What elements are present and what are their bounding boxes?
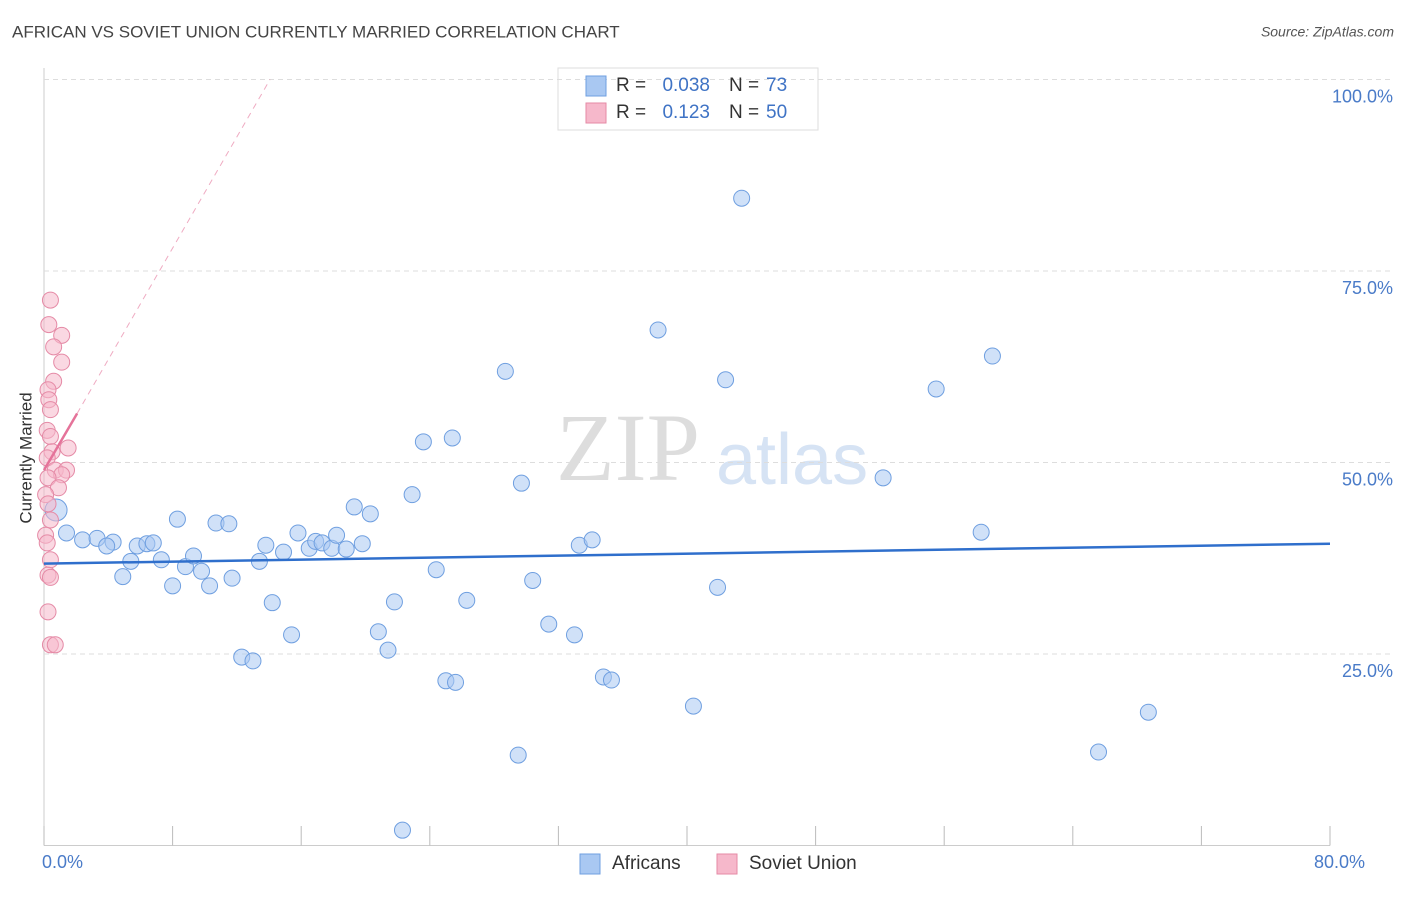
point bbox=[403, 486, 421, 504]
watermark: ZIP bbox=[556, 394, 700, 501]
point bbox=[201, 577, 219, 595]
x-tick-label: 0.0% bbox=[42, 852, 83, 872]
point bbox=[41, 291, 59, 309]
point bbox=[41, 568, 59, 586]
point bbox=[369, 623, 387, 641]
point bbox=[524, 571, 542, 589]
point bbox=[193, 562, 211, 580]
point bbox=[168, 510, 186, 528]
point bbox=[512, 474, 530, 492]
y-tick-label: 75.0% bbox=[1342, 278, 1393, 298]
point bbox=[38, 534, 56, 552]
point bbox=[709, 578, 727, 596]
point bbox=[345, 498, 363, 516]
point bbox=[447, 673, 465, 691]
y-tick-label: 100.0% bbox=[1332, 86, 1393, 106]
point bbox=[874, 469, 892, 487]
y-tick-label: 50.0% bbox=[1342, 469, 1393, 489]
point bbox=[152, 551, 170, 569]
point bbox=[427, 561, 445, 579]
legend-n-label: N = bbox=[729, 75, 759, 96]
point bbox=[328, 526, 346, 544]
x-tick-label: 80.0% bbox=[1314, 852, 1365, 872]
point bbox=[353, 535, 371, 553]
point bbox=[1139, 703, 1157, 721]
point bbox=[46, 636, 64, 654]
point bbox=[244, 652, 262, 670]
point bbox=[496, 362, 514, 380]
point bbox=[53, 326, 71, 344]
point bbox=[144, 534, 162, 552]
point bbox=[39, 603, 57, 621]
point bbox=[257, 536, 275, 554]
legend-r-label: R = bbox=[616, 102, 646, 123]
legend-n-value: 73 bbox=[766, 75, 787, 96]
point bbox=[379, 641, 397, 659]
y-axis-label: Currently Married bbox=[16, 392, 35, 523]
legend-n-label: N = bbox=[729, 102, 759, 123]
point bbox=[74, 531, 92, 549]
point bbox=[337, 540, 355, 558]
point bbox=[927, 380, 945, 398]
point bbox=[1090, 743, 1108, 761]
legend-n-value: 50 bbox=[766, 102, 787, 123]
legend-swatch bbox=[585, 75, 607, 97]
source: Source: ZipAtlas.com bbox=[1261, 24, 1394, 40]
point bbox=[649, 321, 667, 339]
point bbox=[393, 821, 411, 839]
point bbox=[164, 577, 182, 595]
point bbox=[275, 543, 293, 561]
point bbox=[59, 439, 77, 457]
point bbox=[223, 569, 241, 587]
point bbox=[98, 537, 116, 555]
trend-line bbox=[43, 542, 1331, 565]
point bbox=[972, 523, 990, 541]
point bbox=[41, 401, 59, 419]
point bbox=[45, 338, 63, 356]
point bbox=[565, 626, 583, 644]
point bbox=[733, 189, 751, 207]
legend-swatch bbox=[579, 853, 601, 875]
point bbox=[443, 429, 461, 447]
legend-r-value: 0.123 bbox=[662, 102, 710, 123]
legend-swatch bbox=[585, 102, 607, 124]
point bbox=[602, 671, 620, 689]
point bbox=[717, 371, 735, 389]
point bbox=[184, 547, 202, 565]
point bbox=[39, 469, 57, 487]
point bbox=[263, 594, 281, 612]
point bbox=[39, 495, 57, 513]
point bbox=[983, 347, 1001, 365]
point bbox=[220, 515, 238, 533]
y-tick-label: 25.0% bbox=[1342, 661, 1393, 681]
point bbox=[40, 316, 58, 334]
point bbox=[540, 615, 558, 633]
chart-title: AFRICAN VS SOVIET UNION CURRENTLY MARRIE… bbox=[12, 22, 620, 41]
legend-label: Africans bbox=[612, 853, 681, 874]
legend-swatch bbox=[716, 853, 738, 875]
point bbox=[114, 568, 132, 586]
point bbox=[361, 505, 379, 523]
legend-label: Soviet Union bbox=[749, 853, 857, 874]
watermark: atlas bbox=[716, 420, 868, 500]
point bbox=[289, 524, 307, 542]
point bbox=[414, 433, 432, 451]
point bbox=[385, 593, 403, 611]
point bbox=[458, 591, 476, 609]
point bbox=[53, 353, 71, 371]
legend-r-value: 0.038 bbox=[662, 75, 710, 96]
point bbox=[583, 531, 601, 549]
point bbox=[41, 427, 59, 445]
point bbox=[41, 511, 59, 529]
trend-extension bbox=[76, 79, 271, 414]
point bbox=[509, 746, 527, 764]
point bbox=[283, 626, 301, 644]
legend-r-label: R = bbox=[616, 75, 646, 96]
point bbox=[684, 697, 702, 715]
trend-line bbox=[42, 412, 79, 471]
point bbox=[41, 551, 59, 569]
point bbox=[58, 524, 76, 542]
